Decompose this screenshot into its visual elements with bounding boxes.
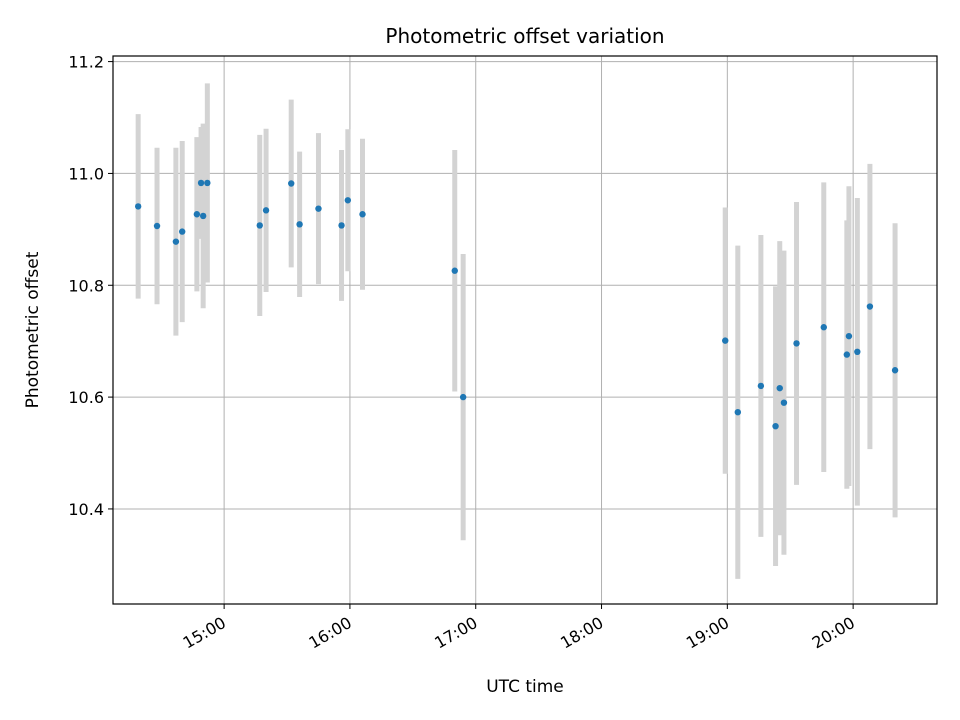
- data-point: [734, 409, 742, 416]
- y-tick-label: 11.0: [68, 164, 104, 183]
- x-tick-label: 19:00: [683, 613, 732, 653]
- data-point: [772, 422, 779, 430]
- y-tick-label: 10.8: [68, 276, 104, 295]
- data-points: [134, 179, 899, 430]
- data-point: [193, 211, 201, 218]
- data-point: [776, 384, 783, 392]
- data-point: [820, 324, 827, 331]
- data-point: [451, 267, 458, 274]
- y-axis-title: Photometric offset: [23, 251, 43, 408]
- data-point: [359, 211, 366, 218]
- data-point: [199, 212, 207, 220]
- x-tick-label: 20:00: [809, 613, 858, 653]
- data-point: [722, 337, 729, 344]
- y-axis-ticks: 10.4 10.6 10.8 11.0 11.2: [68, 53, 113, 519]
- data-point: [296, 221, 303, 228]
- plot-frame: [112, 55, 938, 605]
- data-point: [459, 393, 467, 401]
- data-point: [780, 399, 788, 406]
- data-point: [843, 351, 851, 358]
- data-point: [891, 367, 899, 374]
- x-tick-label: 18:00: [557, 613, 606, 653]
- data-point: [854, 348, 861, 356]
- data-point: [262, 207, 270, 214]
- data-point: [315, 205, 322, 212]
- data-point: [338, 222, 345, 229]
- data-point: [757, 382, 765, 390]
- data-point: [866, 303, 874, 310]
- data-point: [134, 203, 142, 210]
- y-tick-label: 10.4: [68, 500, 104, 519]
- x-axis-title: UTC time: [486, 677, 564, 697]
- x-tick-label: 16:00: [305, 613, 354, 653]
- x-axis-ticks: 15:00 16:00 17:00 18:00 19:00 20:00: [180, 604, 858, 653]
- plot-background: [113, 56, 937, 604]
- data-point: [172, 238, 180, 245]
- data-point: [288, 180, 295, 187]
- data-point: [256, 222, 263, 229]
- x-tick-label: 15:00: [180, 613, 229, 653]
- y-tick-label: 11.2: [68, 53, 104, 72]
- data-point: [204, 179, 211, 187]
- data-point: [178, 228, 186, 235]
- x-tick-label: 17:00: [431, 613, 480, 653]
- y-tick-label: 10.6: [68, 388, 104, 407]
- data-point: [197, 179, 205, 187]
- data-point: [153, 222, 161, 230]
- chart-title: Photometric offset variation: [385, 24, 664, 48]
- data-point: [793, 340, 800, 347]
- data-point: [845, 332, 853, 340]
- data-point: [344, 197, 352, 204]
